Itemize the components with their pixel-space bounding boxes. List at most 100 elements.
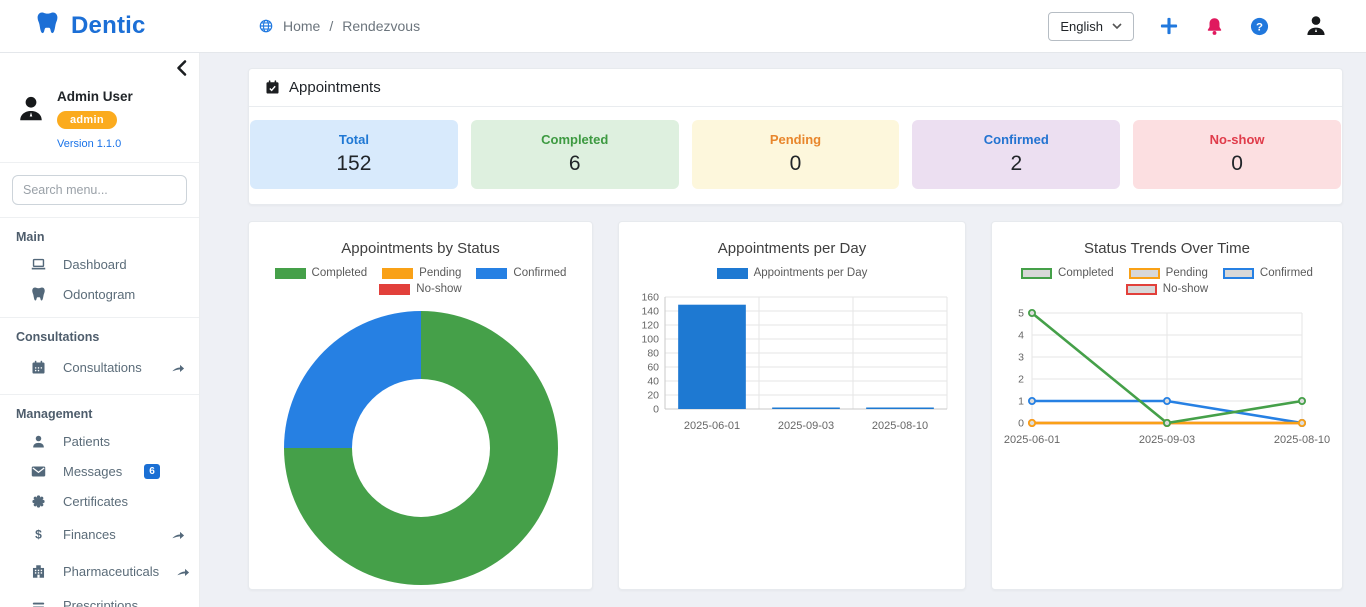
- stat-value: 0: [1231, 152, 1243, 175]
- stat-value: 152: [336, 152, 372, 175]
- sidebar-item-consultations[interactable]: Consultations: [0, 349, 199, 386]
- section-title: Main: [16, 230, 45, 244]
- legend-swatch: [1128, 267, 1160, 279]
- legend-item-confirmed[interactable]: Confirmed: [1222, 267, 1313, 279]
- svg-text:80: 80: [647, 348, 659, 360]
- hospital-icon: [30, 563, 47, 580]
- language-select[interactable]: English: [1048, 11, 1134, 41]
- bar-2025-09-03: [772, 407, 840, 409]
- svg-text:4: 4: [1018, 330, 1024, 342]
- tooth-logo-icon: [34, 10, 61, 42]
- version-link[interactable]: Version 1.1.0: [57, 138, 122, 150]
- section-title: Consultations: [16, 330, 100, 344]
- svg-text:2025-09-03: 2025-09-03: [778, 420, 834, 432]
- person-icon: [30, 433, 47, 450]
- legend-item-completed[interactable]: Completed: [274, 267, 367, 279]
- sidebar-item-dashboard[interactable]: Dashboard: [0, 249, 199, 279]
- svg-text:?: ?: [1256, 21, 1263, 33]
- legend-swatch: [1125, 283, 1157, 295]
- sidebar-item-finances[interactable]: $ Finances: [0, 516, 199, 553]
- seal-icon: [30, 493, 47, 510]
- profile-name: Admin User: [57, 89, 133, 104]
- chart-card-appointments-by-status: Appointments by Status Completed Pending Co…: [248, 221, 593, 590]
- avatar: [16, 93, 46, 150]
- brand-name: Dentic: [71, 12, 146, 39]
- svg-text:0: 0: [1018, 418, 1024, 430]
- svg-text:5: 5: [1018, 308, 1024, 320]
- search-input[interactable]: [12, 175, 187, 205]
- legend-swatch: [274, 267, 306, 279]
- profile-block: Admin User admin Version 1.1.0: [0, 53, 199, 163]
- messages-count-badge: 6: [144, 463, 160, 479]
- calendar-icon: [30, 359, 47, 376]
- stat-card-pending: Pending 0: [691, 120, 900, 189]
- svg-text:1: 1: [1018, 396, 1024, 408]
- sidebar-item-patients[interactable]: Patients: [0, 426, 199, 456]
- chevron-left-icon: [174, 59, 190, 77]
- donut-hole: [351, 379, 490, 517]
- sidebar-item-pharmaceuticals[interactable]: Pharmaceuticals: [0, 553, 199, 590]
- sidebar-item-label: Finances: [63, 527, 116, 542]
- stat-label: Completed: [541, 132, 609, 147]
- sidebar-item-certificates[interactable]: Certificates: [0, 486, 199, 516]
- sidebar-item-odontogram[interactable]: Odontogram: [0, 279, 199, 309]
- stat-value: 0: [789, 152, 802, 175]
- panel-header: Appointments: [249, 69, 1342, 107]
- legend-label: Appointments per Day: [753, 267, 868, 279]
- chevron-down-icon: [1112, 23, 1122, 29]
- svg-text:0: 0: [653, 404, 659, 416]
- legend-swatch: [716, 267, 748, 279]
- sidebar-item-label: Messages: [63, 463, 123, 479]
- help-button[interactable]: ?: [1249, 16, 1270, 37]
- stat-value: 6: [568, 152, 581, 175]
- breadcrumb: Home / Rendezvous: [258, 18, 420, 34]
- sidebar-section-management: Management Patients Messages 6 Certifica…: [0, 394, 199, 607]
- notifications-button[interactable]: [1204, 16, 1225, 37]
- svg-text:2025-06-01: 2025-06-01: [1004, 434, 1060, 446]
- tooth-icon: [30, 286, 47, 303]
- sidebar: Admin User admin Version 1.1.0 Main Dash…: [0, 53, 200, 607]
- legend-swatch: [382, 267, 414, 279]
- user-menu-button[interactable]: [1304, 14, 1328, 38]
- chart-title: Status Trends Over Time: [1084, 240, 1250, 257]
- donut-chart: [283, 311, 558, 585]
- legend-item-pending[interactable]: Pending: [382, 267, 461, 279]
- breadcrumb-home[interactable]: Home: [283, 18, 321, 34]
- laptop-icon: [30, 256, 47, 273]
- list-icon: [30, 597, 47, 607]
- legend-label: No-show: [416, 283, 462, 295]
- legend-item-pending[interactable]: Pending: [1128, 267, 1208, 279]
- stat-card-no-show: No-show 0: [1133, 120, 1341, 189]
- sidebar-item-label: Certificates: [63, 493, 129, 509]
- legend-item-no-show[interactable]: No-show: [379, 283, 462, 295]
- chart-legend: Completed Pending Confirmed No-show: [259, 267, 582, 295]
- legend-item-no-show[interactable]: No-show: [1125, 283, 1208, 295]
- svg-text:100: 100: [641, 334, 659, 346]
- svg-text:120: 120: [641, 320, 659, 332]
- sidebar-item-prescriptions[interactable]: Prescriptions: [0, 590, 199, 607]
- svg-text:20: 20: [647, 390, 659, 402]
- legend-item-appointments-per-day[interactable]: Appointments per Day: [716, 267, 868, 279]
- legend-swatch: [1222, 267, 1254, 279]
- section-title: Management: [16, 407, 93, 421]
- sidebar-item-messages[interactable]: Messages 6: [0, 456, 199, 486]
- globe-icon: [258, 18, 274, 34]
- legend-item-confirmed[interactable]: Confirmed: [476, 267, 566, 279]
- sidebar-collapse-button[interactable]: [174, 59, 190, 77]
- svg-text:2025-08-10: 2025-08-10: [1274, 434, 1330, 446]
- legend-swatch: [379, 283, 411, 295]
- svg-text:60: 60: [647, 362, 659, 374]
- sidebar-item-label: Dashboard: [63, 256, 127, 272]
- stats-row: Total 152 Completed 6 Pending 0 Confirmed 2 No-s…: [250, 120, 1341, 189]
- add-button[interactable]: [1158, 15, 1180, 37]
- brand-logo[interactable]: Dentic: [34, 10, 258, 42]
- navbar: Dentic Home / Rendezvous English: [0, 0, 1366, 53]
- sidebar-item-label: Consultations: [63, 360, 142, 375]
- svg-text:160: 160: [641, 292, 659, 304]
- panel-title: Appointments: [289, 79, 381, 96]
- legend-label: Pending: [1165, 267, 1208, 279]
- legend-item-completed[interactable]: Completed: [1021, 267, 1114, 279]
- sidebar-section-consultations: Consultations Consultations: [0, 317, 199, 394]
- calendar-check-icon: [264, 79, 281, 96]
- charts-row: Appointments by Status Completed Pending Co…: [248, 221, 1343, 590]
